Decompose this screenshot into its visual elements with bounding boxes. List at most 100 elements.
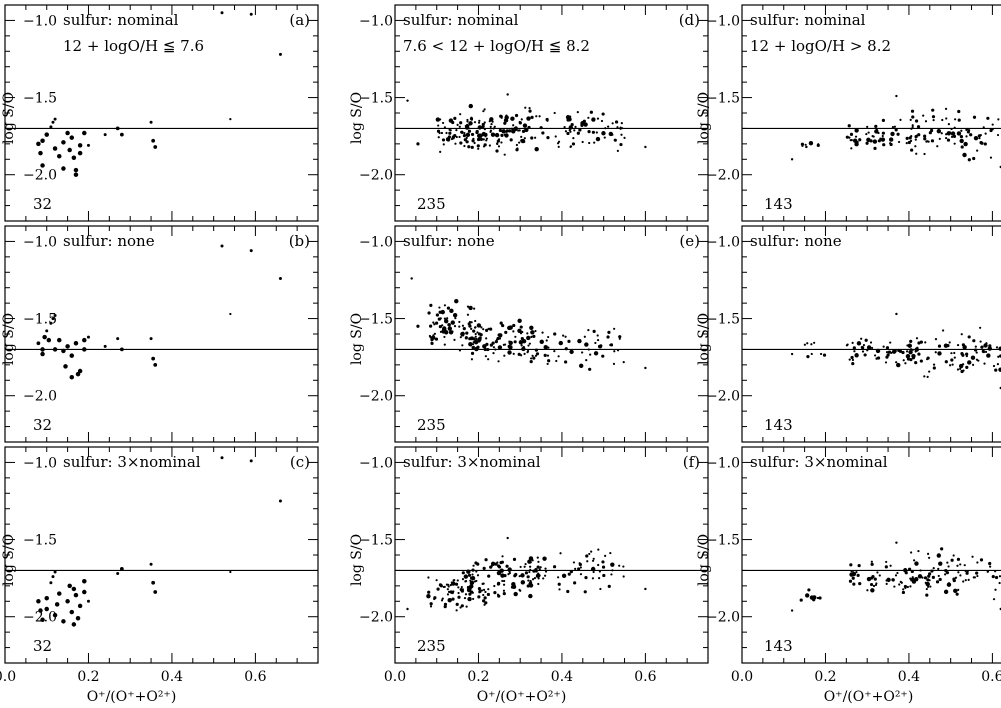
data-point [466, 313, 470, 316]
data-point [965, 352, 969, 356]
data-point [499, 321, 503, 325]
data-point [978, 136, 981, 140]
data-point [965, 355, 968, 358]
data-point [979, 326, 982, 329]
data-point [864, 338, 868, 342]
data-point [458, 320, 461, 324]
data-point [36, 141, 41, 147]
data-point [535, 575, 538, 578]
data-point [528, 107, 531, 110]
data-point [474, 335, 477, 338]
data-point [478, 119, 481, 122]
data-point [587, 116, 590, 119]
data-point [819, 352, 823, 356]
data-point [886, 353, 890, 357]
sample-count: 32 [33, 637, 52, 655]
data-point [486, 592, 490, 597]
data-point [520, 118, 523, 121]
data-point [881, 118, 885, 122]
data-point [493, 584, 496, 588]
data-point [945, 136, 948, 140]
data-point [622, 361, 625, 364]
data-point [800, 142, 805, 146]
data-point [983, 142, 987, 146]
data-point [456, 123, 459, 126]
data-point [542, 556, 547, 561]
data-point [503, 574, 507, 578]
data-point [923, 134, 927, 138]
data-point [888, 137, 894, 142]
data-point [596, 334, 599, 337]
data-point [884, 565, 888, 569]
data-point [437, 124, 440, 127]
data-point [452, 579, 455, 582]
data-point [790, 158, 794, 161]
data-point [519, 589, 522, 592]
data-point [583, 122, 588, 127]
data-point [467, 573, 472, 577]
data-point [884, 361, 888, 364]
data-point [975, 351, 978, 354]
data-point [546, 354, 550, 357]
data-point [476, 144, 480, 148]
data-point [466, 569, 471, 574]
sample-count: 235 [417, 195, 446, 213]
data-point [494, 132, 500, 138]
data-point [153, 145, 158, 149]
data-point [456, 579, 459, 582]
sample-count: 235 [417, 416, 446, 434]
data-point [468, 320, 471, 324]
data-point [881, 134, 884, 138]
data-point [905, 136, 909, 140]
data-point [932, 366, 936, 370]
data-point [944, 107, 948, 110]
y-tick-label: −1.0 [706, 455, 740, 471]
data-point [522, 123, 528, 128]
data-point [461, 571, 465, 575]
data-point [465, 140, 469, 144]
data-point [916, 125, 921, 129]
data-point [851, 341, 854, 345]
data-point [895, 541, 898, 544]
data-point [446, 317, 449, 320]
data-point [536, 556, 539, 559]
data-point [439, 584, 443, 588]
data-point [436, 587, 440, 591]
data-point [430, 338, 434, 342]
data-point [461, 588, 465, 591]
data-point [563, 126, 566, 129]
data-point [858, 582, 862, 586]
data-point [543, 574, 547, 577]
data-point [487, 574, 491, 578]
data-point [861, 346, 865, 350]
data-point [46, 337, 52, 343]
data-point [977, 359, 980, 362]
data-point [607, 584, 611, 588]
data-point [523, 565, 526, 568]
data-point [153, 590, 158, 594]
data-point [874, 124, 878, 128]
data-point [71, 586, 77, 592]
data-point [616, 349, 620, 352]
data-point [579, 573, 583, 576]
data-point [983, 362, 986, 365]
data-point [528, 342, 531, 345]
data-point [537, 572, 540, 575]
data-point [470, 577, 473, 580]
panel-frame [394, 225, 709, 443]
data-point [953, 356, 956, 359]
data-point [926, 375, 929, 378]
data-point [967, 360, 972, 365]
data-point [470, 321, 473, 324]
data-point [937, 574, 940, 578]
data-point [873, 354, 877, 357]
data-point [452, 590, 455, 593]
data-point [644, 366, 647, 370]
y-axis-label: log S/O [349, 313, 365, 365]
data-point [885, 560, 888, 564]
data-point [965, 135, 968, 138]
data-point [964, 579, 967, 582]
data-point [519, 325, 523, 329]
data-point [965, 571, 969, 575]
